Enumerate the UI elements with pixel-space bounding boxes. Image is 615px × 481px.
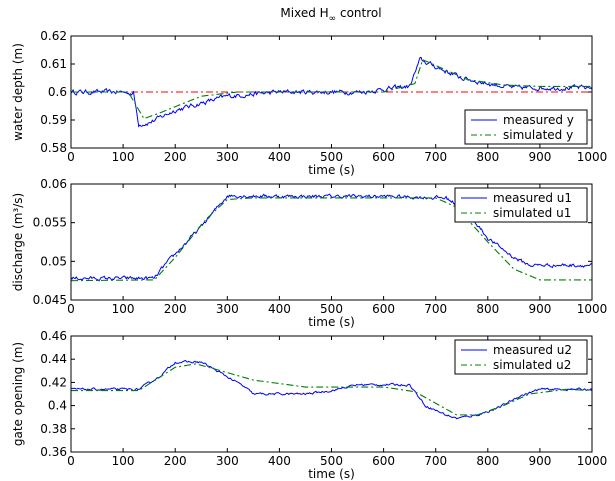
series-group — [71, 193, 592, 282]
y-tick-label: 0.055 — [33, 216, 67, 230]
y-tick-label: 0.045 — [33, 293, 67, 307]
legend-label: simulated u1 — [493, 206, 571, 220]
y-tick-label: 0.59 — [40, 113, 67, 127]
x-tick-label: 700 — [424, 454, 447, 468]
series-line-2 — [71, 197, 592, 282]
chart-panels: 0 100 200 300 400 500 600 700 800 900 10000.580.59… — [11, 29, 607, 481]
x-axis-label: time (s) — [308, 467, 355, 481]
axes-frame — [70, 35, 593, 149]
axes-frame — [70, 183, 593, 301]
x-tick-label: 100 — [112, 150, 135, 164]
y-axis-label: discharge (m³/s) — [11, 193, 25, 291]
x-tick-label: 800 — [476, 150, 499, 164]
chart-panel-3: 0 100 200 300 400 500 600 700 800 900 1000 0.36 0.38… — [11, 329, 607, 481]
y-tick-label: 0.58 — [40, 141, 67, 155]
legend-label: simulated u2 — [493, 358, 571, 372]
x-tick-label: 100 — [112, 454, 135, 468]
x-tick-label: 200 — [164, 150, 187, 164]
x-tick-label: 500 — [320, 150, 343, 164]
x-tick-label: 400 — [268, 150, 291, 164]
y-tick-label: 0.61 — [40, 57, 67, 71]
x-tick-label: 600 — [372, 150, 395, 164]
x-tick-label: 200 — [164, 302, 187, 316]
figure-title: Mixed H∞ control — [280, 6, 381, 24]
x-tick-label: 800 — [476, 454, 499, 468]
legend-label: measured u1 — [493, 191, 572, 205]
legend-box — [454, 339, 588, 375]
series-group — [71, 359, 592, 420]
y-tick-label: 0.38 — [40, 422, 67, 436]
x-tick-label: 500 — [320, 302, 343, 316]
x-tick-label: 200 — [164, 454, 187, 468]
y-tick-label: 0.4 — [48, 399, 67, 413]
y-tick-label: 0.46 — [40, 329, 67, 343]
x-tick-label: 1000 — [577, 302, 608, 316]
y-tick-label: 0.42 — [40, 375, 67, 389]
x-tick-label: 700 — [424, 150, 447, 164]
y-tick-label: 0.44 — [40, 352, 67, 366]
y-tick-label: 0.05 — [40, 254, 67, 268]
x-tick-label: 700 — [424, 302, 447, 316]
y-tick-label: 0.36 — [40, 445, 67, 459]
x-tick-label: 1000 — [577, 454, 608, 468]
y-axis-label: gate opening (m) — [11, 342, 25, 446]
x-tick-label: 0 — [67, 302, 75, 316]
x-tick-label: 300 — [216, 454, 239, 468]
x-tick-label: 800 — [476, 302, 499, 316]
x-axis-label: time (s) — [308, 315, 355, 329]
x-tick-label: 100 — [112, 302, 135, 316]
x-tick-label: 1000 — [577, 150, 608, 164]
legend-label: simulated y — [503, 128, 573, 142]
legend-label: measured y — [503, 113, 574, 127]
x-axis-label: time (s) — [308, 163, 355, 177]
x-tick-label: 500 — [320, 454, 343, 468]
y-tick-label: 0.6 — [48, 85, 67, 99]
x-tick-label: 300 — [216, 302, 239, 316]
x-tick-label: 400 — [268, 302, 291, 316]
series-line-1 — [71, 359, 592, 420]
y-tick-label: 0.62 — [40, 29, 67, 43]
series-line-1 — [71, 193, 592, 282]
legend-box — [464, 109, 588, 145]
y-axis-label: water depth (m) — [11, 43, 25, 141]
x-tick-label: 600 — [372, 454, 395, 468]
x-tick-label: 300 — [216, 150, 239, 164]
legend-label: measured u2 — [493, 343, 572, 357]
axes-frame — [70, 335, 593, 453]
y-tick-label: 0.06 — [40, 177, 67, 191]
series-line-2 — [71, 363, 592, 416]
series-line-2 — [71, 59, 592, 120]
x-tick-label: 0 — [67, 150, 75, 164]
x-tick-label: 900 — [528, 150, 551, 164]
x-tick-label: 900 — [528, 454, 551, 468]
x-tick-label: 0 — [67, 454, 75, 468]
legend-box — [454, 187, 588, 223]
x-tick-label: 600 — [372, 302, 395, 316]
x-tick-label: 900 — [528, 302, 551, 316]
chart-panel-2: 0 100 200 300 400 500 600 700 800 900 1000 0.045 0.0… — [11, 177, 607, 329]
series-group — [71, 56, 592, 128]
chart-panel-1: 0 100 200 300 400 500 600 700 800 900 1000 0.58 0.59… — [11, 29, 607, 177]
x-tick-label: 400 — [268, 454, 291, 468]
